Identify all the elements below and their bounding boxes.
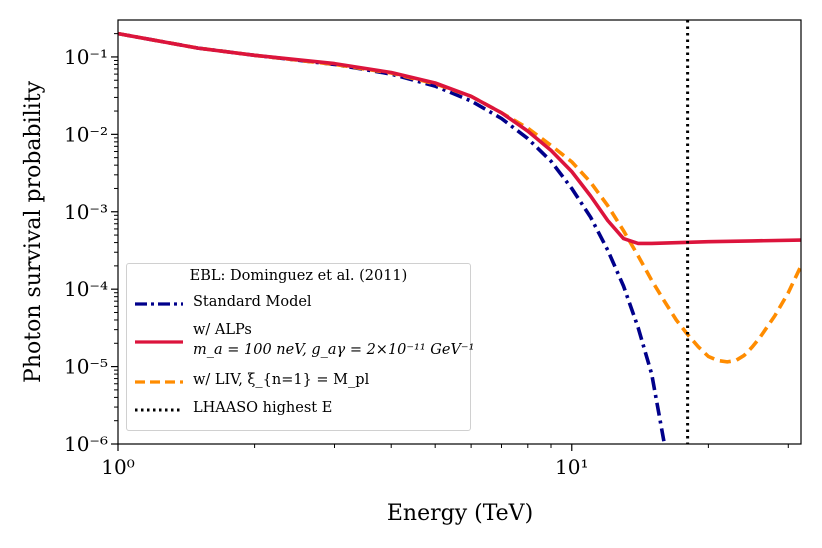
legend-sublabel-alps: m_a = 100 neV, g_aγ = 2×10⁻¹¹ GeV⁻¹ bbox=[193, 342, 475, 358]
y-tick-label: 10⁻³ bbox=[64, 200, 108, 224]
plot-frame bbox=[117, 19, 802, 445]
legend-swatch-standard-model bbox=[135, 302, 183, 306]
y-tick-label: 10⁻⁶ bbox=[64, 432, 108, 456]
y-tick-label: 10⁻⁴ bbox=[64, 277, 108, 301]
x-tick-label: 10¹ bbox=[555, 455, 588, 479]
y-tick-label: 10⁻² bbox=[64, 122, 108, 146]
legend-label-standard-model: Standard Model bbox=[193, 294, 312, 310]
plot-lines bbox=[118, 20, 801, 444]
legend-label-lhaaso: LHAASO highest E bbox=[193, 400, 333, 416]
y-tick-label: 10⁻¹ bbox=[64, 45, 108, 69]
legend: EBL: Dominguez et al. (2011) Standard Mo… bbox=[126, 263, 475, 431]
legend-title: EBL: Dominguez et al. (2011) bbox=[189, 268, 408, 284]
y-axis-label: Photon survival probability bbox=[21, 80, 46, 383]
axis-ticks: 10⁰ 10¹ 10⁻⁶ 10⁻⁵ 10⁻⁴ 10⁻³ 10⁻² 10⁻¹ bbox=[64, 33, 789, 479]
x-tick-label: 10⁰ bbox=[101, 455, 134, 479]
legend-swatch-liv bbox=[135, 380, 183, 384]
y-tick-label: 10⁻⁵ bbox=[64, 355, 108, 379]
legend-label-alps: w/ ALPs bbox=[193, 322, 252, 338]
legend-swatch-alps bbox=[135, 340, 183, 344]
legend-label-liv: w/ LIV, ξ_{n=1} = M_pl bbox=[193, 372, 370, 388]
x-axis-label: Energy (TeV) bbox=[387, 501, 533, 526]
series-line-w-alps bbox=[118, 31, 801, 246]
legend-swatch-lhaaso bbox=[135, 408, 183, 412]
